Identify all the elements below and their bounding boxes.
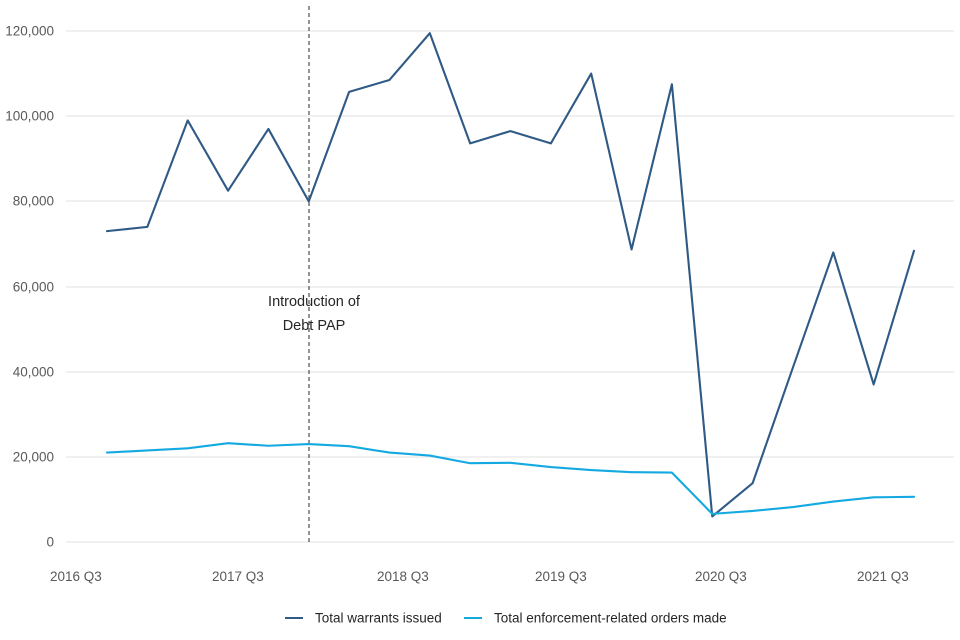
svg-text:2017 Q3: 2017 Q3 — [212, 569, 264, 584]
svg-text:0: 0 — [46, 535, 54, 550]
svg-text:2020 Q3: 2020 Q3 — [695, 569, 747, 584]
svg-text:40,000: 40,000 — [13, 365, 54, 380]
svg-text:120,000: 120,000 — [5, 24, 54, 39]
svg-text:Total warrants issued: Total warrants issued — [315, 611, 442, 626]
svg-text:2021 Q3: 2021 Q3 — [857, 569, 909, 584]
svg-text:80,000: 80,000 — [13, 194, 54, 209]
svg-text:Total enforcement-related orde: Total enforcement-related orders made — [494, 611, 727, 626]
svg-text:Introduction of: Introduction of — [268, 294, 361, 310]
svg-text:20,000: 20,000 — [13, 450, 54, 465]
svg-text:100,000: 100,000 — [5, 109, 54, 124]
svg-text:2019 Q3: 2019 Q3 — [535, 569, 587, 584]
svg-text:60,000: 60,000 — [13, 280, 54, 295]
svg-text:2018 Q3: 2018 Q3 — [377, 569, 429, 584]
svg-text:Debt PAP: Debt PAP — [283, 318, 346, 334]
svg-text:2016 Q3: 2016 Q3 — [50, 569, 102, 584]
